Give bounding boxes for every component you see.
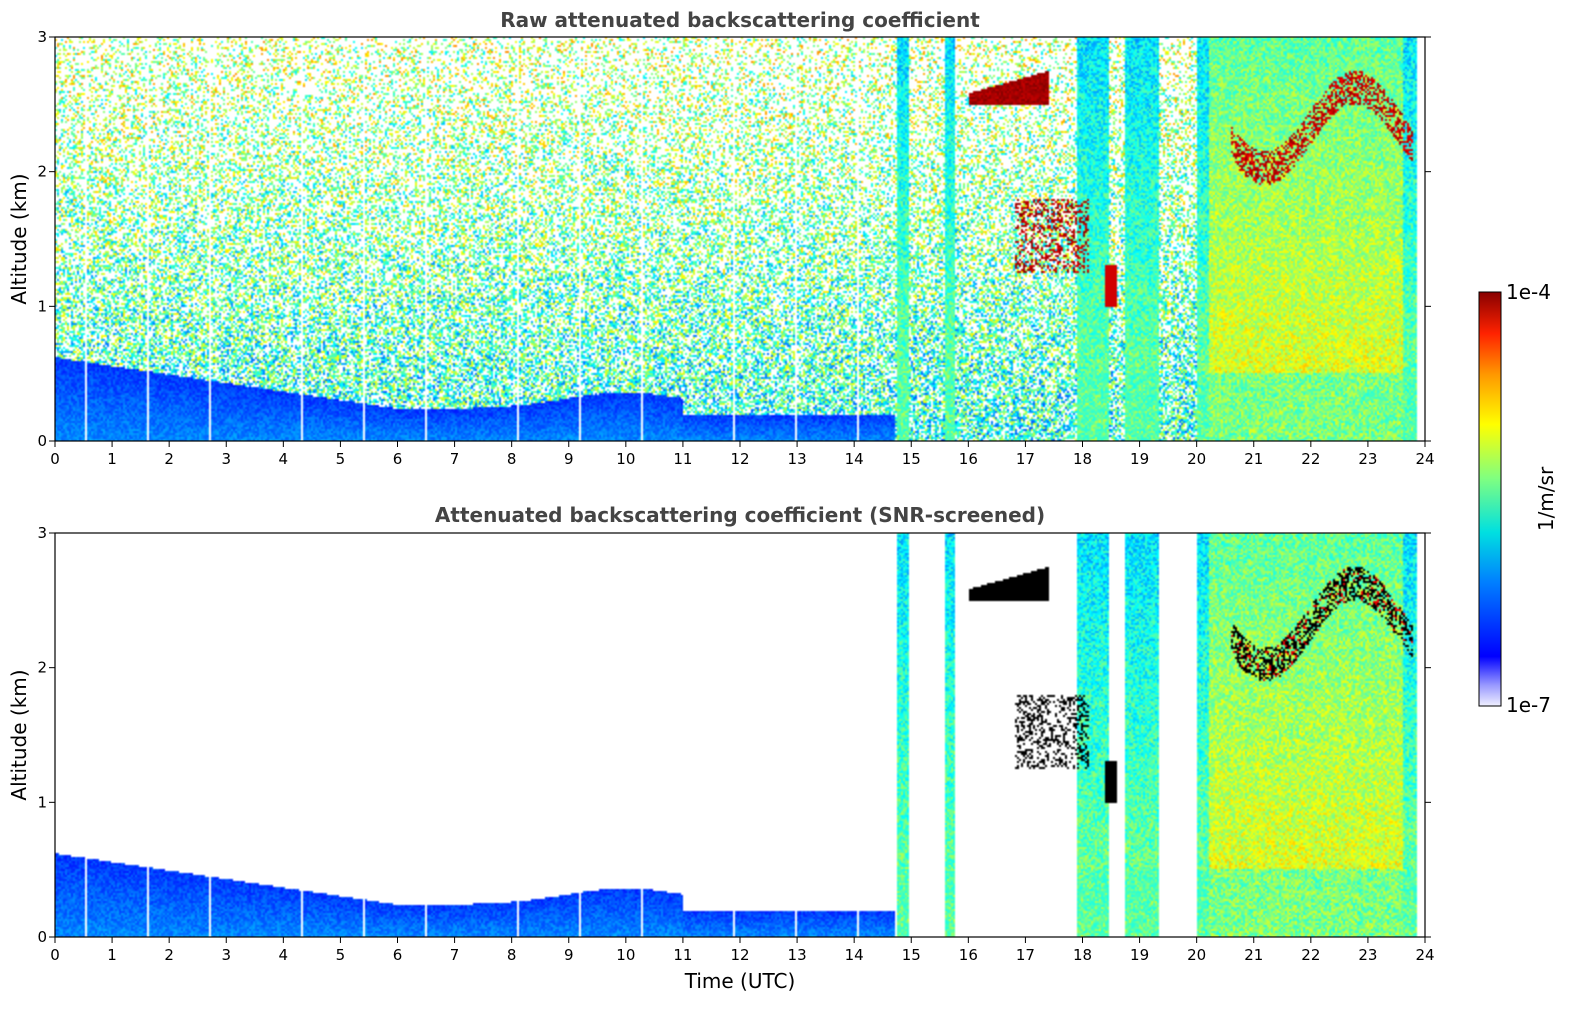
x-tick-label: 5 (336, 946, 346, 964)
x-tick-label: 15 (902, 450, 921, 468)
y-tick-label: 2 (37, 163, 47, 181)
y-tick-label: 2 (37, 659, 47, 677)
x-tick-label: 22 (1301, 450, 1320, 468)
x-tick-label: 0 (50, 450, 60, 468)
x-tick-label: 5 (336, 450, 346, 468)
y-tick-label: 0 (37, 928, 47, 946)
x-tick-label: 11 (673, 946, 692, 964)
y-axis-label-raw: Altitude (km) (7, 173, 31, 304)
x-tick-label: 16 (959, 450, 978, 468)
x-tick-label: 18 (1073, 946, 1092, 964)
x-tick-label: 13 (788, 450, 807, 468)
x-tick-label: 11 (673, 450, 692, 468)
x-tick-label: 23 (1358, 946, 1377, 964)
x-tick-label: 21 (1244, 946, 1263, 964)
y-axis-ticks-screened: 0 1 2 3 (37, 524, 1431, 946)
x-tick-label: 1 (107, 946, 117, 964)
x-tick-label: 12 (730, 450, 749, 468)
x-tick-label: 1 (107, 450, 117, 468)
x-tick-label: 24 (1415, 946, 1434, 964)
panel-raw: Raw attenuated backscattering coefficien… (7, 8, 1435, 468)
x-tick-label: 15 (902, 946, 921, 964)
colorbar-min-label: 1e-7 (1506, 693, 1551, 717)
x-tick-label: 13 (788, 946, 807, 964)
x-tick-label: 20 (1187, 946, 1206, 964)
x-tick-label: 14 (845, 946, 864, 964)
x-tick-label: 9 (564, 946, 574, 964)
x-tick-label: 9 (564, 450, 574, 468)
x-axis-ticks-screened: 0 1 2 3 4 5 6 7 8 9 10 11 12 13 14 15 16 17 18 19 20 21 22 23 24 (50, 937, 1435, 964)
x-tick-label: 20 (1187, 450, 1206, 468)
x-tick-label: 17 (1016, 450, 1035, 468)
x-tick-label: 21 (1244, 450, 1263, 468)
x-tick-label: 6 (393, 450, 403, 468)
y-tick-label: 1 (37, 793, 47, 811)
y-axis-ticks-raw: 0 1 2 3 (37, 28, 1431, 450)
colorbar-max-label: 1e-4 (1506, 280, 1551, 304)
colorbar-gradient (1478, 291, 1502, 707)
x-tick-label: 0 (50, 946, 60, 964)
y-tick-label: 3 (37, 28, 47, 46)
panel-title-raw: Raw attenuated backscattering coefficien… (500, 8, 980, 32)
x-tick-label: 6 (393, 946, 403, 964)
x-tick-label: 19 (1130, 450, 1149, 468)
x-tick-label: 10 (616, 946, 635, 964)
x-tick-label: 22 (1301, 946, 1320, 964)
x-tick-label: 18 (1073, 450, 1092, 468)
y-tick-label: 3 (37, 524, 47, 542)
x-tick-label: 23 (1358, 450, 1377, 468)
panel-screened: Attenuated backscattering coefficient (S… (7, 503, 1435, 993)
y-axis-label-screened: Altitude (km) (7, 669, 31, 800)
x-tick-label: 14 (845, 450, 864, 468)
panel-title-screened: Attenuated backscattering coefficient (S… (435, 503, 1045, 527)
x-tick-label: 2 (164, 450, 174, 468)
x-tick-label: 17 (1016, 946, 1035, 964)
heatmap-raw (55, 37, 1425, 441)
x-tick-label: 8 (507, 946, 517, 964)
colorbar-unit-label: 1/m/sr (1534, 466, 1558, 531)
x-tick-label: 3 (221, 946, 231, 964)
x-axis-label: Time (UTC) (684, 969, 796, 993)
x-tick-label: 7 (450, 450, 460, 468)
x-tick-label: 8 (507, 450, 517, 468)
x-tick-label: 12 (730, 946, 749, 964)
x-tick-label: 4 (279, 450, 289, 468)
x-tick-label: 16 (959, 946, 978, 964)
x-tick-label: 4 (279, 946, 289, 964)
x-tick-label: 24 (1415, 450, 1434, 468)
heatmap-screened (55, 533, 1425, 937)
colorbar: 1e-4 1e-7 1/m/sr (1478, 280, 1558, 717)
y-tick-label: 0 (37, 432, 47, 450)
x-tick-label: 7 (450, 946, 460, 964)
x-tick-label: 2 (164, 946, 174, 964)
x-axis-ticks-raw: 0 1 2 3 4 5 6 7 8 9 10 11 12 13 14 15 16 17 18 19 20 21 22 23 24 (50, 441, 1435, 468)
x-tick-label: 3 (221, 450, 231, 468)
x-tick-label: 10 (616, 450, 635, 468)
x-tick-label: 19 (1130, 946, 1149, 964)
y-tick-label: 1 (37, 297, 47, 315)
